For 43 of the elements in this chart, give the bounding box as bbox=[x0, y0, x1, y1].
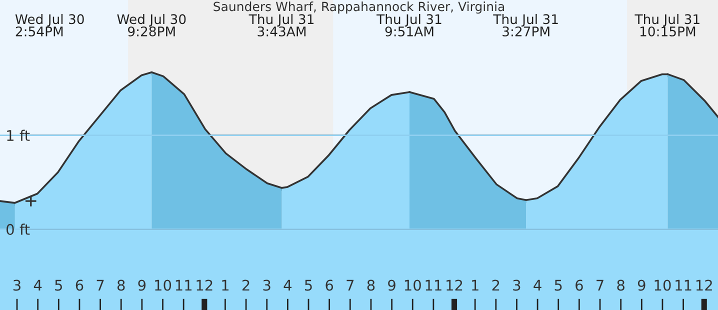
x-tick-label: 10 bbox=[654, 280, 671, 291]
x-tick-label: 6 bbox=[76, 280, 84, 291]
annotation: Thu Jul 31 3:43AM bbox=[248, 14, 314, 36]
x-tick-label: 10 bbox=[404, 280, 421, 291]
x-tick-label: 2 bbox=[242, 280, 250, 291]
annotation: Wed Jul 30 9:28PM bbox=[117, 14, 186, 36]
x-tick-label: 12 bbox=[196, 280, 212, 291]
x-tick-label: 4 bbox=[284, 280, 292, 291]
x-tick-label: 7 bbox=[346, 280, 354, 291]
x-tick-label: 1 bbox=[222, 280, 229, 291]
annotation: Wed Jul 30 2:54PM bbox=[15, 14, 84, 36]
x-tick-label: 8 bbox=[617, 280, 624, 291]
x-tick-label: 8 bbox=[367, 280, 375, 291]
x-tick-label: 4 bbox=[34, 280, 42, 291]
x-tick-label: 11 bbox=[426, 280, 442, 291]
y-tick-label: 0 ft bbox=[6, 224, 30, 235]
x-tick-label: 5 bbox=[304, 280, 312, 291]
x-tick-label: 5 bbox=[55, 280, 62, 291]
x-tick-label: 6 bbox=[326, 280, 334, 291]
x-tick-label: 2 bbox=[492, 280, 500, 291]
x-tick-label: 4 bbox=[534, 280, 542, 291]
x-tick-label: 3 bbox=[513, 280, 520, 291]
x-tick-label: 8 bbox=[117, 280, 125, 291]
x-tick-label: 3 bbox=[263, 280, 270, 291]
x-tick-label: 10 bbox=[155, 280, 172, 291]
y-tick-label: 1 ft bbox=[7, 130, 30, 141]
x-tick-label: 1 bbox=[472, 280, 478, 291]
x-tick-label: 9 bbox=[638, 280, 646, 291]
annotation: Thu Jul 31 3:27PM bbox=[493, 14, 558, 36]
x-tick-label: 9 bbox=[138, 280, 146, 291]
annotation: Thu Jul 31 10:15PM bbox=[634, 14, 700, 36]
x-tick-label: 11 bbox=[176, 280, 192, 291]
x-tick-label: 12 bbox=[696, 280, 712, 291]
chart-title: Saunders Wharf, Rappahannock River, Virginia bbox=[214, 2, 504, 14]
annotation: Thu Jul 31 9:51AM bbox=[376, 14, 442, 36]
x-tick-label: 6 bbox=[576, 280, 583, 291]
x-tick-label: 7 bbox=[596, 280, 604, 291]
x-tick-label: 12 bbox=[446, 280, 462, 291]
x-tick-label: 11 bbox=[676, 280, 692, 291]
x-tick-label: 7 bbox=[96, 280, 104, 291]
x-tick-label: 9 bbox=[388, 280, 396, 291]
x-tick-label: 3 bbox=[13, 280, 20, 291]
x-tick-label: 5 bbox=[554, 280, 562, 291]
